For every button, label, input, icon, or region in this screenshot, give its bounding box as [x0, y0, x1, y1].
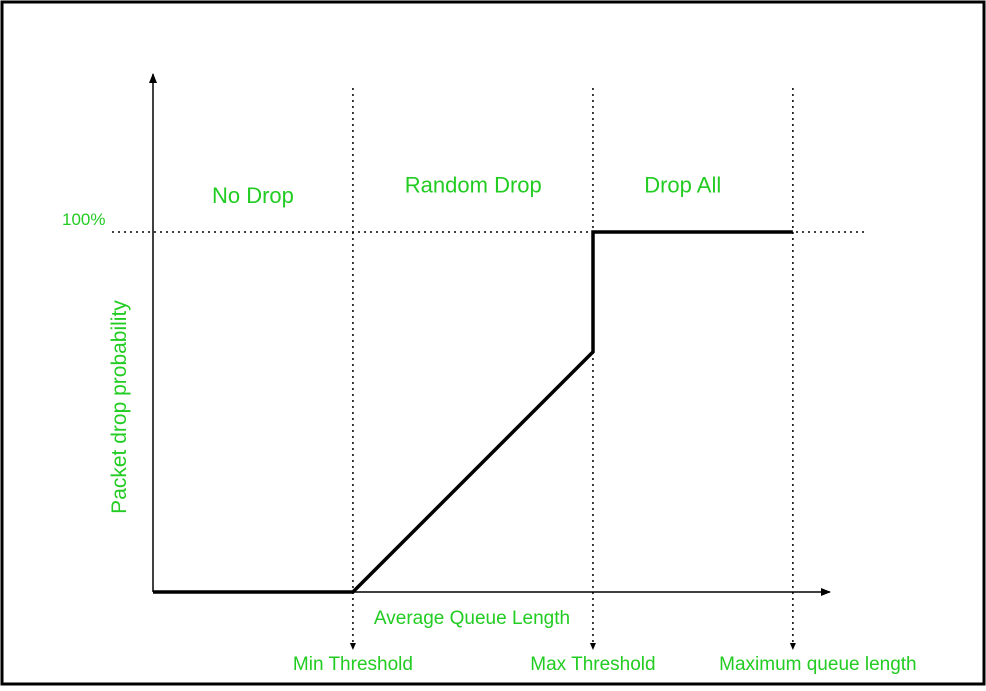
threshold-label-3: Maximum queue length — [719, 654, 917, 675]
y-axis-label: Packet drop probability — [108, 300, 131, 514]
threshold-label-1: Min Threshold — [293, 654, 413, 675]
threshold-labels: Min Threshold Max Threshold Maximum queue … — [293, 654, 917, 675]
x-axis-label: Average Queue Length — [374, 608, 570, 629]
threshold-arrowhead-1 — [349, 643, 356, 650]
y-tick-label: 100% — [62, 210, 105, 229]
threshold-label-2: Max Threshold — [530, 654, 655, 675]
region-label-1: No Drop — [212, 183, 294, 208]
region-labels: No Drop Random Drop Drop All — [212, 172, 721, 208]
region-label-3: Drop All — [644, 172, 721, 197]
region-label-2: Random Drop — [405, 172, 542, 197]
drop-probability-line — [153, 230, 793, 594]
threshold-arrowhead-2 — [589, 643, 596, 650]
threshold-arrowhead-3 — [789, 643, 796, 650]
